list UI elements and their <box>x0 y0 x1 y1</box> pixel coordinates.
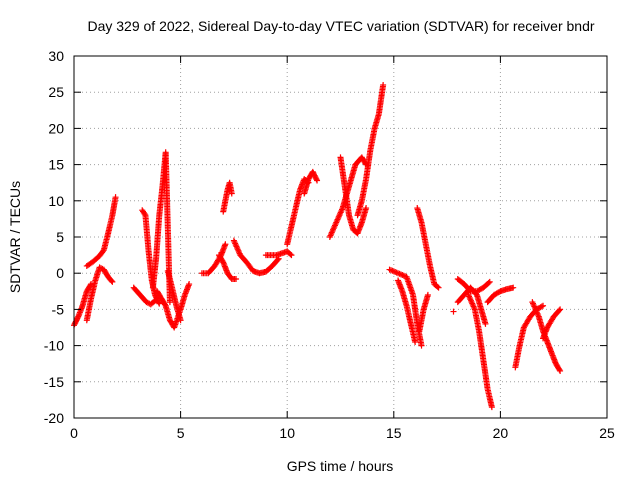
y-tick-label: 30 <box>48 48 64 64</box>
data-point <box>510 284 517 291</box>
data-point <box>177 317 184 324</box>
y-tick-labels: -20 -15 -10 -5 0 5 10 15 20 25 30 <box>44 48 64 426</box>
series-seg20 <box>395 277 419 345</box>
data-point <box>450 308 457 315</box>
data-point <box>313 176 320 183</box>
y-tick-label: -20 <box>44 410 64 426</box>
data-point <box>109 278 116 285</box>
series-seg30 <box>540 306 564 342</box>
data-point <box>538 303 545 310</box>
data-point <box>434 283 441 290</box>
data-point <box>166 299 173 306</box>
series-seg11 <box>215 252 240 282</box>
data-point <box>488 404 495 411</box>
y-tick-label: -15 <box>44 374 64 390</box>
data-point <box>314 177 321 184</box>
y-tick-label: 0 <box>56 265 64 281</box>
data-point <box>556 366 563 373</box>
series-seg12 <box>230 237 282 277</box>
series-seg23 <box>450 308 457 315</box>
y-tick-label: 25 <box>48 84 64 100</box>
y-tick-label: 10 <box>48 193 64 209</box>
x-tick-labels: 0 5 10 15 20 25 <box>70 425 615 441</box>
y-axis-label: SDTVAR / TECUs <box>7 181 23 293</box>
series-seg17 <box>337 154 370 237</box>
data-point <box>112 194 119 201</box>
series-seg26 <box>454 284 489 327</box>
data-point <box>435 284 442 291</box>
x-tick-label: 5 <box>177 425 185 441</box>
series-seg08 <box>164 268 184 324</box>
y-tick-label: -10 <box>44 338 64 354</box>
data-point <box>141 211 148 218</box>
x-tick-label: 25 <box>599 425 615 441</box>
x-tick-label: 10 <box>279 425 295 441</box>
data-point <box>287 251 294 258</box>
x-tick-label: 20 <box>493 425 509 441</box>
series-seg29 <box>529 299 564 374</box>
series-seg01 <box>71 281 95 329</box>
series-seg07 <box>154 281 193 331</box>
data-point <box>228 190 235 197</box>
series-seg15 <box>301 168 321 197</box>
data-point <box>161 301 168 308</box>
data-point <box>363 205 370 212</box>
series-seg10 <box>220 179 235 215</box>
y-tick-label: -5 <box>52 301 65 317</box>
data-point <box>485 279 492 286</box>
series-seg22 <box>416 291 431 335</box>
data-point <box>540 302 547 309</box>
data-point <box>486 278 493 285</box>
gridlines <box>74 56 607 418</box>
series-seg27 <box>484 284 517 306</box>
y-tick-label: 5 <box>56 229 64 245</box>
data-point <box>288 252 295 259</box>
y-tick-label: 15 <box>48 157 64 173</box>
x-tick-label: 15 <box>386 425 402 441</box>
x-axis-label: GPS time / hours <box>287 458 394 474</box>
data-point <box>557 306 564 313</box>
plot-frame <box>73 55 608 419</box>
data-point <box>556 307 563 314</box>
series-seg13 <box>262 248 295 259</box>
data-points <box>71 81 564 411</box>
x-tick-label: 0 <box>70 425 78 441</box>
data-point <box>482 320 489 327</box>
axis-ticks <box>73 55 608 419</box>
data-point <box>274 256 281 263</box>
data-point <box>418 342 425 349</box>
data-point <box>412 338 419 345</box>
data-point <box>233 275 240 282</box>
data-point <box>186 281 193 288</box>
series-seg19 <box>386 266 425 349</box>
data-point <box>424 291 431 298</box>
series-seg18 <box>354 81 387 219</box>
series-seg09 <box>198 241 229 277</box>
series-seg06 <box>149 149 173 306</box>
y-tick-label: 20 <box>48 120 64 136</box>
data-point <box>380 81 387 88</box>
data-point <box>108 277 115 284</box>
series-seg04 <box>130 284 159 308</box>
data-point <box>222 241 229 248</box>
data-point <box>99 248 106 255</box>
data-point <box>557 367 564 374</box>
series-seg02 <box>83 194 119 269</box>
chart-title: Day 329 of 2022, Sidereal Day-to-day VTE… <box>87 18 594 34</box>
series-seg25 <box>465 291 495 411</box>
series-seg03 <box>83 264 116 324</box>
series-seg21 <box>414 205 442 291</box>
